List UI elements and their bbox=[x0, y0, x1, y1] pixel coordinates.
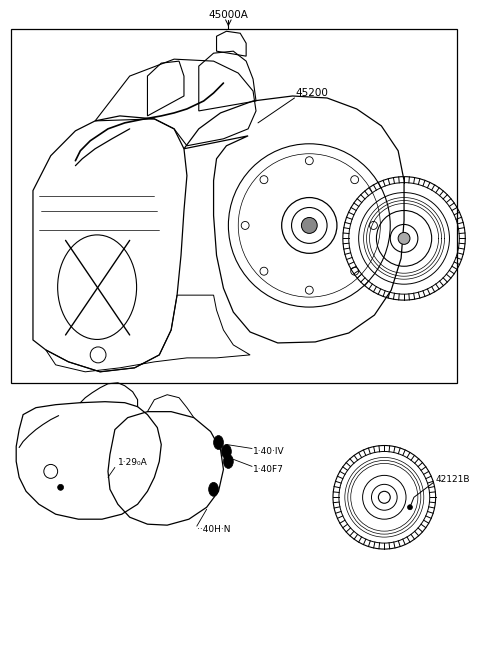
Bar bbox=[11, 30, 457, 383]
Ellipse shape bbox=[209, 482, 218, 496]
Ellipse shape bbox=[214, 436, 224, 449]
Text: 1·40F7: 1·40F7 bbox=[253, 465, 284, 474]
Ellipse shape bbox=[221, 445, 231, 459]
Text: 42121B: 42121B bbox=[436, 475, 470, 484]
Text: 45000A: 45000A bbox=[208, 11, 248, 20]
Circle shape bbox=[58, 484, 63, 490]
Text: 1·40·IV: 1·40·IV bbox=[253, 447, 285, 456]
Text: ··40H·N: ··40H·N bbox=[197, 525, 230, 533]
Circle shape bbox=[398, 233, 410, 244]
Circle shape bbox=[301, 217, 317, 233]
Text: 45200: 45200 bbox=[296, 88, 328, 98]
Circle shape bbox=[408, 505, 412, 510]
Ellipse shape bbox=[224, 455, 233, 468]
Text: 1·29₀A: 1·29₀A bbox=[118, 458, 147, 467]
